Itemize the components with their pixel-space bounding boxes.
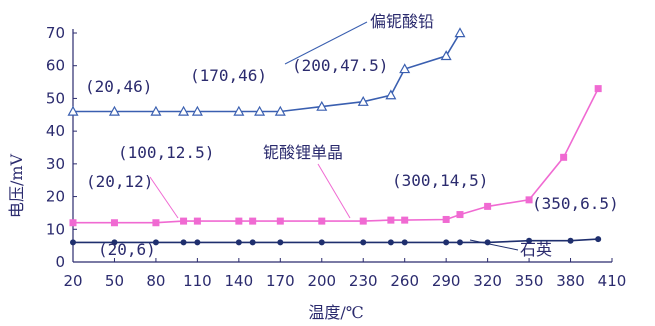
point-annotation: (20,46) bbox=[85, 77, 152, 96]
data-point bbox=[70, 239, 76, 246]
x-tick-label: 20 bbox=[63, 272, 82, 290]
data-point bbox=[360, 239, 367, 246]
series-line bbox=[73, 238, 599, 244]
data-point bbox=[594, 85, 602, 93]
series-name-label: 偏铌酸铅 bbox=[370, 12, 434, 31]
data-point bbox=[401, 239, 408, 246]
series-leader-line bbox=[469, 239, 519, 251]
data-point bbox=[357, 95, 369, 106]
series-leader-line bbox=[317, 163, 351, 219]
data-point bbox=[442, 215, 450, 223]
data-point bbox=[318, 217, 326, 225]
annotation-layer: (20,46) (170,46) (200,47.5) (100,12.5) (20,1… bbox=[85, 12, 619, 259]
data-point bbox=[111, 239, 118, 246]
data-point bbox=[233, 105, 245, 116]
x-tick-label: 50 bbox=[105, 272, 124, 290]
data-point bbox=[108, 105, 120, 116]
x-tick-label: 290 bbox=[432, 272, 461, 290]
data-point bbox=[484, 202, 492, 210]
series-2 bbox=[69, 85, 602, 227]
y-tick-label: 40 bbox=[46, 122, 65, 140]
data-point bbox=[254, 105, 266, 116]
x-tick-label: 110 bbox=[183, 272, 212, 290]
y-tick-label: 0 bbox=[55, 253, 65, 271]
data-point bbox=[560, 153, 568, 161]
y-axis-label: 电压/mV bbox=[7, 153, 26, 218]
series-1 bbox=[67, 27, 466, 116]
series-line bbox=[73, 88, 599, 224]
point-annotation: (170,46) bbox=[190, 66, 267, 85]
series-leader-line bbox=[284, 21, 368, 65]
series-layer bbox=[67, 27, 602, 246]
data-point bbox=[235, 217, 243, 225]
data-point bbox=[150, 105, 162, 116]
data-point bbox=[387, 216, 395, 224]
data-point bbox=[401, 216, 409, 224]
data-point bbox=[194, 239, 201, 246]
series-line bbox=[73, 32, 461, 113]
point-annotation: (20,6) bbox=[98, 240, 156, 259]
data-point bbox=[180, 217, 188, 225]
y-tick-label: 60 bbox=[46, 57, 65, 75]
x-tick-label: 380 bbox=[556, 272, 585, 290]
y-tick-label: 30 bbox=[46, 155, 65, 173]
x-tick-label: 80 bbox=[146, 272, 165, 290]
data-point bbox=[69, 219, 77, 227]
x-tick-label: 230 bbox=[349, 272, 378, 290]
data-point bbox=[274, 105, 286, 116]
x-tick-label: 170 bbox=[266, 272, 295, 290]
x-tick-label: 320 bbox=[473, 272, 502, 290]
data-point bbox=[67, 105, 79, 116]
data-point bbox=[567, 237, 574, 244]
data-point bbox=[399, 63, 411, 74]
data-point bbox=[526, 237, 533, 244]
annotation-leader-line bbox=[149, 176, 179, 219]
y-tick-label: 50 bbox=[46, 89, 65, 107]
point-annotation: (200,47.5) bbox=[292, 56, 388, 75]
data-point bbox=[456, 211, 464, 219]
data-point bbox=[180, 239, 187, 246]
series-name-label: 铌酸锂单晶 bbox=[263, 143, 343, 162]
axes: 20 50 80 110 140 170 200 230 260 290 320 350 380 410 0… bbox=[46, 24, 626, 290]
data-point bbox=[385, 89, 397, 100]
data-point bbox=[235, 239, 242, 246]
data-point bbox=[152, 219, 160, 227]
point-annotation: (100,12.5) bbox=[118, 143, 214, 162]
data-point bbox=[110, 219, 118, 227]
point-annotation: (350,6.5) bbox=[532, 194, 619, 213]
data-point bbox=[249, 217, 257, 225]
x-axis-label: 温度/℃ bbox=[308, 303, 363, 322]
x-tick-label: 200 bbox=[307, 272, 336, 290]
y-tick-label: 10 bbox=[46, 220, 65, 238]
x-tick-label: 140 bbox=[225, 272, 254, 290]
data-point bbox=[152, 239, 159, 246]
x-tick-label: 410 bbox=[598, 272, 627, 290]
point-annotation: (300,14,5) bbox=[392, 171, 488, 190]
data-point bbox=[456, 239, 463, 246]
data-point bbox=[193, 217, 201, 225]
data-point bbox=[454, 27, 466, 38]
x-tick-label: 260 bbox=[390, 272, 419, 290]
data-point bbox=[318, 239, 325, 246]
data-point bbox=[440, 50, 452, 61]
data-point bbox=[525, 196, 533, 204]
data-point bbox=[191, 105, 203, 116]
y-tick-label: 70 bbox=[46, 24, 65, 42]
data-point bbox=[443, 239, 450, 246]
data-point bbox=[359, 217, 367, 225]
point-annotation: (20,12) bbox=[86, 172, 153, 191]
data-point bbox=[178, 105, 190, 116]
data-point bbox=[595, 236, 602, 243]
data-point bbox=[277, 239, 284, 246]
data-point bbox=[316, 100, 328, 111]
x-tick-label: 350 bbox=[515, 272, 544, 290]
data-point bbox=[249, 239, 256, 246]
series-3 bbox=[70, 236, 602, 246]
y-tick-label: 20 bbox=[46, 188, 65, 206]
data-point bbox=[276, 217, 284, 225]
series-name-label: 石英 bbox=[520, 240, 552, 259]
data-point bbox=[387, 239, 394, 246]
